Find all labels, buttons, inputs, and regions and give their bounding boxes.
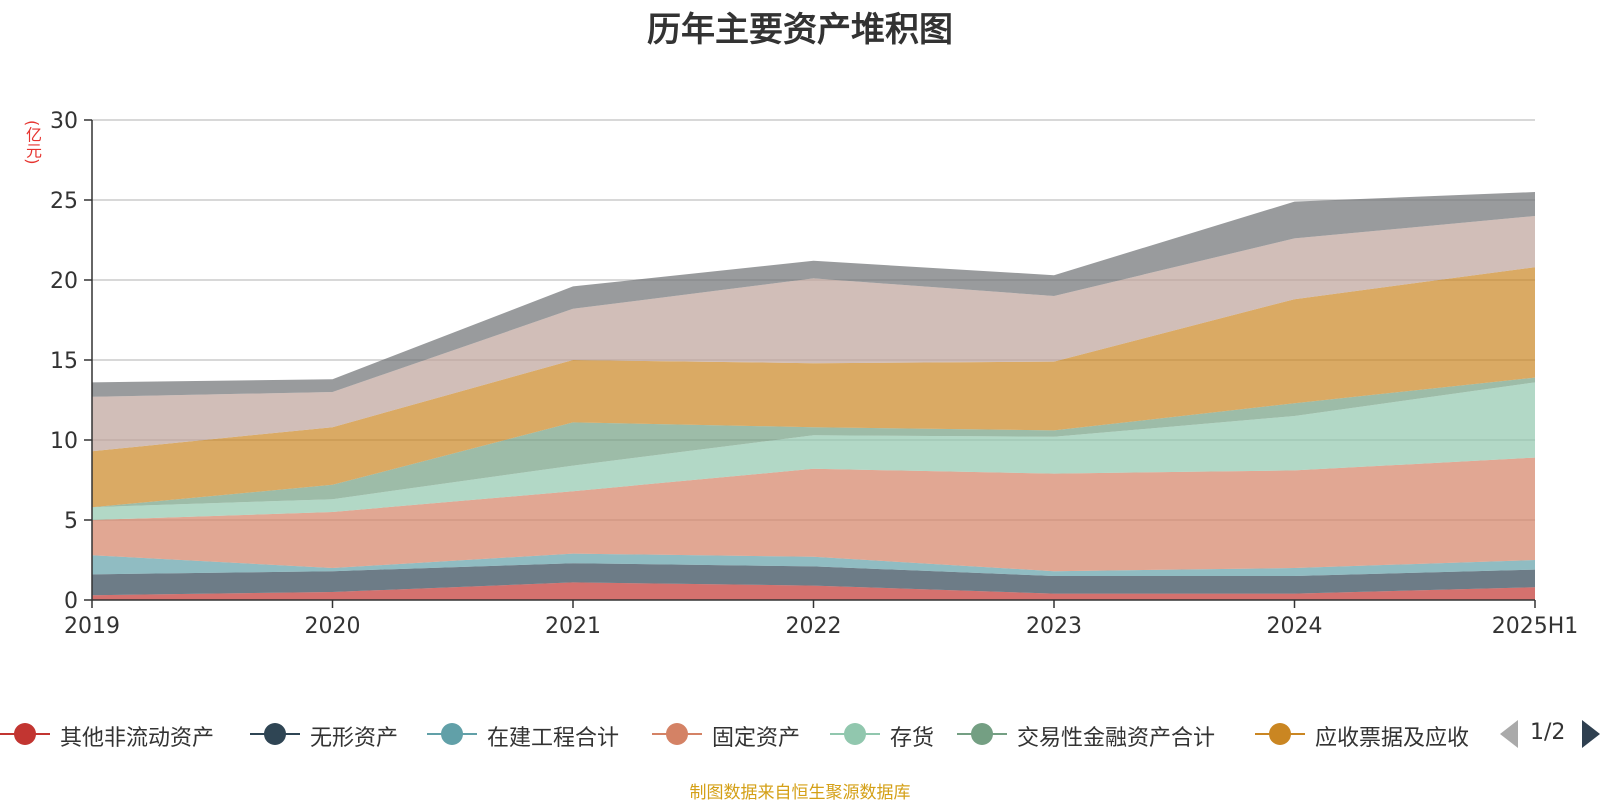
legend-label: 交易性金融资产合计 — [1017, 726, 1216, 751]
series-area-6 — [92, 377, 1535, 508]
y-axis-unit-label: (亿元) — [23, 120, 42, 165]
series-area-5 — [92, 382, 1535, 520]
legend-dot-marker — [844, 723, 866, 745]
legend-prev-page-icon[interactable] — [1500, 720, 1518, 748]
series-area-1 — [92, 582, 1535, 600]
legend-dot-marker — [441, 723, 463, 745]
source-note: 制图数据来自恒生聚源数据库 — [689, 783, 911, 803]
axes: 0 5 10 15 20 25 30 2019 2020 2021 2022 2023 2024 2025… — [50, 109, 1578, 639]
x-tick-label: 2020 — [305, 614, 361, 639]
legend-dot-marker — [971, 723, 993, 745]
chart-title: 历年主要资产堆积图 — [647, 10, 953, 50]
series-areas — [92, 192, 1535, 600]
y-tick-label: 15 — [50, 349, 78, 374]
series-area-2 — [92, 563, 1535, 596]
y-tick-label: 0 — [64, 589, 78, 614]
x-tick-label: 2024 — [1267, 614, 1323, 639]
legend-dot-marker — [666, 723, 688, 745]
y-tick-label: 5 — [64, 509, 78, 534]
y-tick-label: 10 — [50, 429, 78, 454]
legend-label: 存货 — [890, 726, 935, 751]
series-area-4 — [92, 457, 1535, 572]
legend-next-page-icon[interactable] — [1582, 720, 1600, 748]
legend-label: 其他非流动资产 — [60, 726, 215, 751]
y-tick-label: 20 — [50, 269, 78, 294]
x-tick-label: 2021 — [545, 614, 601, 639]
y-tick-label: 25 — [50, 189, 78, 214]
series-area-8 — [92, 216, 1535, 452]
legend-dot-marker — [1269, 723, 1291, 745]
legend-page-indicator: 1/2 — [1530, 720, 1566, 745]
legend-dot-marker — [14, 723, 36, 745]
legend-label: 在建工程合计 — [487, 726, 620, 751]
legend-label: 固定资产 — [712, 726, 801, 751]
series-area-9 — [92, 192, 1535, 397]
legend-dot-marker — [264, 723, 286, 745]
stacked-area-chart: 0 5 10 15 20 25 30 2019 2020 2021 2022 2023 2024 2025… — [50, 109, 1578, 639]
legend: 其他非流动资产 无形资产 在建工程合计 固定资产 存货 交易性金融资产合计 应收票据及应收 … — [0, 714, 1600, 754]
series-area-7 — [92, 267, 1535, 508]
legend-label: 应收票据及应收 — [1315, 726, 1470, 751]
x-tick-label: 2025H1 — [1492, 614, 1579, 639]
series-area-3 — [92, 553, 1535, 576]
x-tick-label: 2022 — [786, 614, 842, 639]
x-tick-label: 2019 — [64, 614, 120, 639]
legend-label: 无形资产 — [310, 726, 399, 751]
y-tick-label: 30 — [50, 109, 78, 134]
legend-pager: 1/2 — [1500, 714, 1600, 754]
x-tick-label: 2023 — [1026, 614, 1082, 639]
